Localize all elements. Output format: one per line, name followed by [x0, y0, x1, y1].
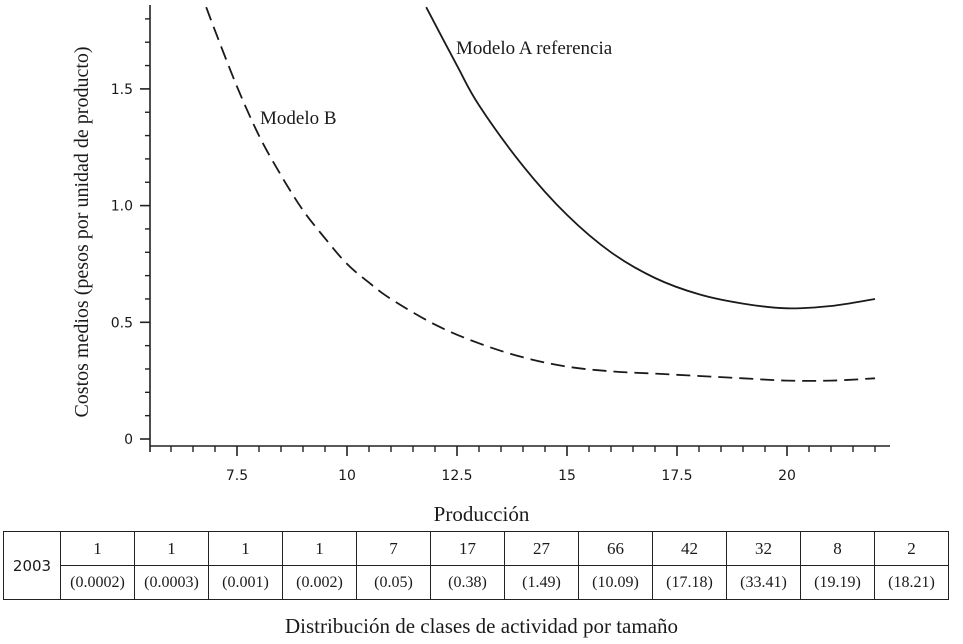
percent-cell: (0.0003): [134, 565, 209, 600]
average-cost-chart: 0 0.5 1.0 1.5 7.5 10 12.5 15 17.5 20 Modelo A ref…: [71, 5, 890, 484]
count-cell: 1: [208, 531, 283, 566]
count-cell: 2: [874, 531, 949, 566]
y-tick-label: 0: [124, 432, 133, 448]
table-row-counts: 2003 1 1 1 1 7 17 27 66 42 32 8 2: [3, 531, 949, 600]
percent-cell: (0.002): [282, 565, 357, 600]
percent-cell: (0.38): [430, 565, 505, 600]
annotation-modelo-b: Modelo B: [260, 108, 337, 129]
x-tick-label: 17.5: [661, 468, 692, 484]
series-modelo-a-line: [425, 6, 876, 310]
size-distribution-table: 2003 1 1 1 1 7 17 27 66 42 32 8 2 (0.000…: [3, 531, 949, 600]
count-cell: 32: [726, 531, 801, 566]
table-row-percents: (0.0002) (0.0003) (0.001) (0.002) (0.05)…: [4, 565, 949, 600]
percent-cell: (0.05): [356, 565, 431, 600]
percent-cell: (19.19): [800, 565, 875, 600]
percent-cell: (10.09): [578, 565, 653, 600]
x-tick-label: 7.5: [226, 468, 248, 484]
count-cell: 17: [430, 531, 505, 566]
percent-cell: (18.21): [874, 565, 949, 600]
y-tick-label: 1.5: [111, 82, 133, 98]
y-tick-label: 1.0: [111, 199, 133, 215]
x-tick-label: 10: [338, 468, 356, 484]
count-cell: 1: [134, 531, 209, 566]
series-modelo-b-line: [205, 6, 876, 382]
count-cell: 27: [504, 531, 579, 566]
count-cell: 8: [800, 531, 875, 566]
count-cell: 1: [282, 531, 357, 566]
percent-cell: (17.18): [652, 565, 727, 600]
y-axis-label: Costos medios (pesos por unidad de produ…: [71, 46, 93, 417]
percent-cell: (0.0002): [60, 565, 135, 600]
table-caption: Distribución de clases de actividad por …: [284, 614, 679, 638]
x-tick-label: 20: [778, 468, 796, 484]
count-cell: 42: [652, 531, 727, 566]
percent-cell: (1.49): [504, 565, 579, 600]
x-axis-label: Producción: [433, 502, 530, 526]
y-tick-label: 0.5: [111, 315, 133, 331]
x-tick-label: 15: [558, 468, 576, 484]
count-cell: 1: [60, 531, 135, 566]
count-cell: 66: [578, 531, 653, 566]
count-cell: 7: [356, 531, 431, 566]
minor-ticks: [145, 18, 876, 452]
percent-cell: (33.41): [726, 565, 801, 600]
percent-cell: (0.001): [208, 565, 283, 600]
annotation-modelo-a: Modelo A referencia: [456, 38, 613, 59]
axes: 0 0.5 1.0 1.5 7.5 10 12.5 15 17.5 20: [111, 5, 890, 484]
major-ticks: 0 0.5 1.0 1.5 7.5 10 12.5 15 17.5 20: [111, 82, 796, 484]
series-layer: [205, 6, 876, 382]
year-cell: 2003: [3, 531, 61, 600]
x-tick-label: 12.5: [441, 468, 472, 484]
